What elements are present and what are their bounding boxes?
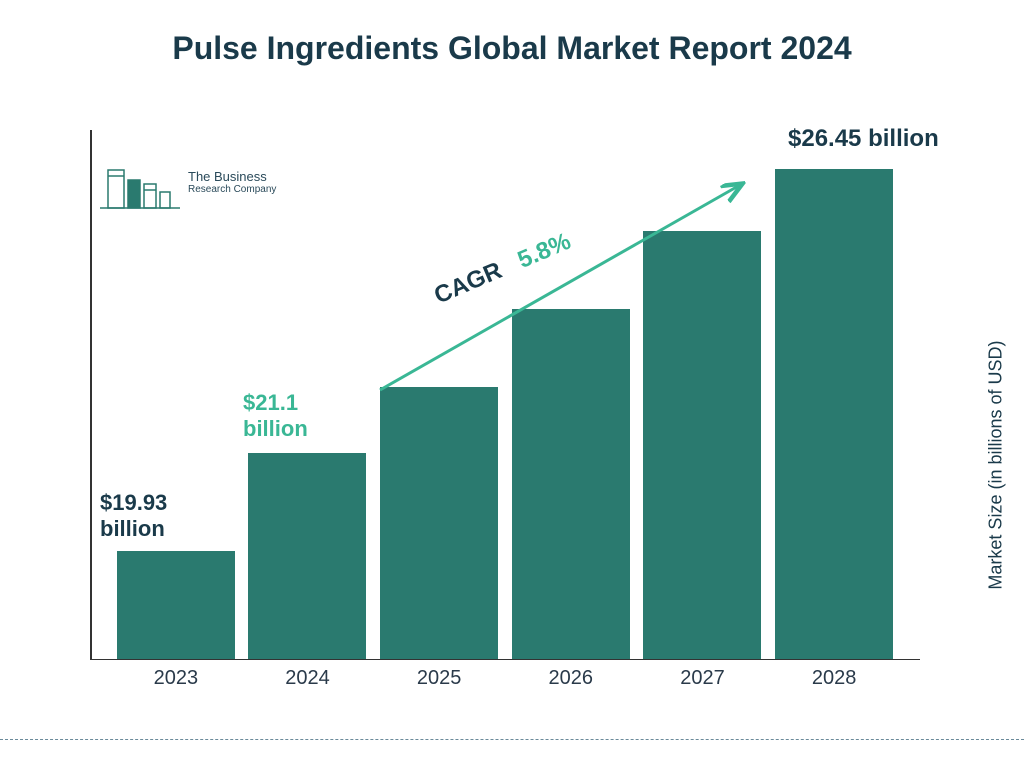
chart-area: 2023 2024 2025 2026 2027 2028 — [90, 130, 920, 690]
bar-group — [247, 453, 367, 659]
x-label: 2024 — [247, 661, 367, 690]
bottom-divider — [0, 739, 1024, 740]
value-label-2024: $21.1 billion — [243, 390, 308, 443]
bar-group — [642, 231, 762, 659]
bar-2024 — [248, 453, 366, 659]
bar-2023 — [117, 551, 235, 659]
x-axis-labels: 2023 2024 2025 2026 2027 2028 — [90, 661, 920, 690]
value-label-line: billion — [100, 516, 165, 541]
bar-2028 — [775, 169, 893, 659]
x-label: 2027 — [642, 661, 762, 690]
bar-2026 — [512, 309, 630, 659]
value-label-2028: $26.45 billion — [788, 125, 939, 154]
bar-2027 — [643, 231, 761, 659]
y-axis-title: Market Size (in billions of USD) — [986, 341, 1007, 590]
bar-group — [379, 387, 499, 659]
x-label: 2028 — [774, 661, 894, 690]
value-label-line: $26.45 billion — [788, 125, 939, 152]
bar-group — [774, 169, 894, 659]
chart-title: Pulse Ingredients Global Market Report 2… — [0, 30, 1024, 67]
value-label-line: billion — [243, 416, 308, 441]
x-label: 2023 — [116, 661, 236, 690]
x-label: 2026 — [511, 661, 631, 690]
value-label-line: $21.1 — [243, 390, 298, 415]
x-label: 2025 — [379, 661, 499, 690]
bars-container — [90, 129, 920, 659]
value-label-2023: $19.93 billion — [100, 490, 167, 543]
bar-group — [116, 551, 236, 659]
bar-2025 — [380, 387, 498, 659]
bar-group — [511, 309, 631, 659]
value-label-line: $19.93 — [100, 490, 167, 515]
